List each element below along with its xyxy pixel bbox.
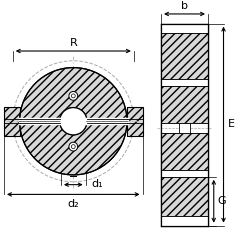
Bar — [161, 86, 208, 123]
Circle shape — [69, 92, 78, 100]
Bar — [161, 24, 208, 226]
Bar — [127, 106, 142, 136]
Text: G: G — [218, 196, 226, 206]
Text: d₂: d₂ — [68, 199, 79, 209]
Text: R: R — [70, 38, 77, 48]
Circle shape — [60, 108, 87, 135]
Bar — [4, 106, 20, 136]
Bar — [161, 170, 208, 177]
Bar — [161, 24, 208, 34]
Circle shape — [69, 142, 78, 151]
Text: d₁: d₁ — [92, 179, 103, 189]
Bar — [161, 79, 208, 86]
Bar — [161, 177, 208, 216]
Bar — [161, 34, 208, 79]
Text: E: E — [228, 119, 234, 129]
Text: b: b — [181, 1, 188, 11]
Bar — [161, 133, 208, 170]
Bar — [161, 123, 208, 133]
Polygon shape — [20, 68, 127, 121]
Polygon shape — [20, 121, 127, 175]
Bar — [161, 216, 208, 226]
Bar — [179, 123, 190, 133]
